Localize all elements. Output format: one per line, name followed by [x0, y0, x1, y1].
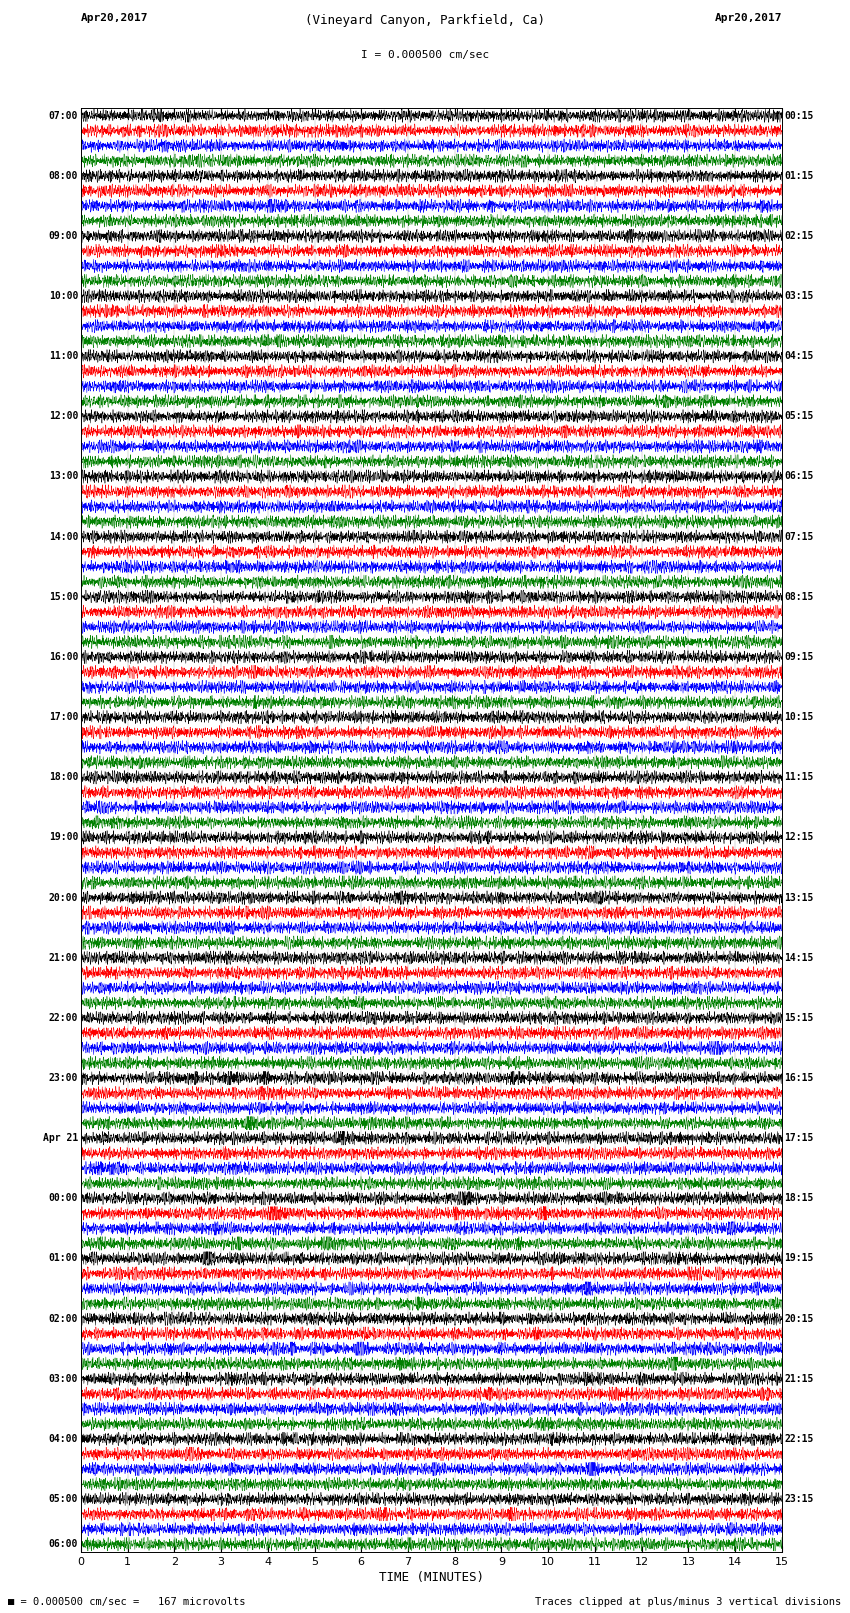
Text: 12:15: 12:15	[785, 832, 814, 842]
Text: 20:15: 20:15	[785, 1313, 814, 1324]
Text: 21:00: 21:00	[48, 953, 78, 963]
Text: 15:15: 15:15	[785, 1013, 814, 1023]
Text: 04:00: 04:00	[48, 1434, 78, 1444]
Text: 21:15: 21:15	[785, 1374, 814, 1384]
Text: 10:15: 10:15	[785, 711, 814, 723]
Text: 13:00: 13:00	[48, 471, 78, 482]
Text: 22:15: 22:15	[785, 1434, 814, 1444]
Text: ■ = 0.000500 cm/sec =   167 microvolts: ■ = 0.000500 cm/sec = 167 microvolts	[8, 1597, 246, 1607]
Text: 04:15: 04:15	[785, 352, 814, 361]
Text: 16:15: 16:15	[785, 1073, 814, 1082]
Text: 18:00: 18:00	[48, 773, 78, 782]
Text: 08:00: 08:00	[48, 171, 78, 181]
Text: I = 0.000500 cm/sec: I = 0.000500 cm/sec	[361, 50, 489, 60]
Text: 09:00: 09:00	[48, 231, 78, 240]
Text: 06:00: 06:00	[48, 1539, 78, 1548]
Text: 06:15: 06:15	[785, 471, 814, 482]
Text: (Vineyard Canyon, Parkfield, Ca): (Vineyard Canyon, Parkfield, Ca)	[305, 15, 545, 27]
Text: 12:00: 12:00	[48, 411, 78, 421]
Text: 20:00: 20:00	[48, 892, 78, 903]
Text: 03:15: 03:15	[785, 290, 814, 302]
Text: 07:00: 07:00	[48, 111, 78, 121]
Text: 11:00: 11:00	[48, 352, 78, 361]
Text: 14:00: 14:00	[48, 532, 78, 542]
Text: 02:15: 02:15	[785, 231, 814, 240]
Text: 07:15: 07:15	[785, 532, 814, 542]
Text: 19:15: 19:15	[785, 1253, 814, 1263]
Text: 23:00: 23:00	[48, 1073, 78, 1082]
Text: 15:00: 15:00	[48, 592, 78, 602]
Text: 05:15: 05:15	[785, 411, 814, 421]
X-axis label: TIME (MINUTES): TIME (MINUTES)	[379, 1571, 484, 1584]
Text: 14:15: 14:15	[785, 953, 814, 963]
Text: 01:15: 01:15	[785, 171, 814, 181]
Text: 11:15: 11:15	[785, 773, 814, 782]
Text: 00:15: 00:15	[785, 111, 814, 121]
Text: 17:00: 17:00	[48, 711, 78, 723]
Text: 17:15: 17:15	[785, 1134, 814, 1144]
Text: 22:00: 22:00	[48, 1013, 78, 1023]
Text: 03:00: 03:00	[48, 1374, 78, 1384]
Text: 00:00: 00:00	[48, 1194, 78, 1203]
Text: 16:00: 16:00	[48, 652, 78, 661]
Text: Apr 21: Apr 21	[43, 1134, 78, 1144]
Text: 19:00: 19:00	[48, 832, 78, 842]
Text: 01:00: 01:00	[48, 1253, 78, 1263]
Text: 08:15: 08:15	[785, 592, 814, 602]
Text: 23:15: 23:15	[785, 1494, 814, 1503]
Text: 10:00: 10:00	[48, 290, 78, 302]
Text: 13:15: 13:15	[785, 892, 814, 903]
Text: Apr20,2017: Apr20,2017	[81, 13, 148, 23]
Text: 05:00: 05:00	[48, 1494, 78, 1503]
Text: 18:15: 18:15	[785, 1194, 814, 1203]
Text: Apr20,2017: Apr20,2017	[715, 13, 782, 23]
Text: Traces clipped at plus/minus 3 vertical divisions: Traces clipped at plus/minus 3 vertical …	[536, 1597, 842, 1607]
Text: 02:00: 02:00	[48, 1313, 78, 1324]
Text: 09:15: 09:15	[785, 652, 814, 661]
